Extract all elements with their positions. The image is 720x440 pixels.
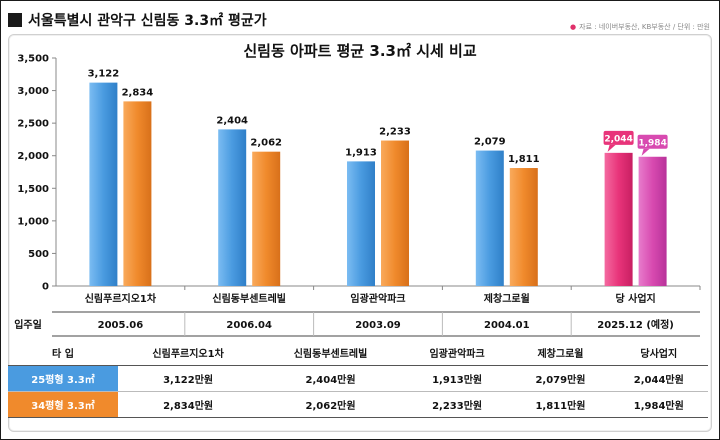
- table-cell: 2,404만원: [258, 365, 403, 392]
- data-label: 2,079: [474, 137, 506, 148]
- data-label-callout: [637, 134, 668, 149]
- table-cell: 1,984만원: [609, 391, 708, 418]
- page-title: 서울특별시 관악구 신림동 3.3㎡ 평균가: [28, 13, 267, 29]
- table-cell: 1,913만원: [402, 365, 512, 392]
- bar: [381, 140, 409, 286]
- callout-pointer: [641, 148, 650, 156]
- column-header: 당사업지: [640, 349, 678, 360]
- move-in-date: 2005.06: [98, 320, 144, 331]
- move-in-date: 2006.04: [226, 320, 272, 331]
- table-cell: 2,062만원: [258, 391, 403, 418]
- bar: [218, 129, 247, 286]
- table-cell: 1,811만원: [511, 391, 610, 418]
- square-icon: [8, 13, 22, 27]
- callout-pointer: [607, 144, 616, 152]
- price-table: 타 입 신림푸르지오1차 신림동부센트레빌 임광관악파크 제창그로윌 당사업지 …: [8, 340, 708, 418]
- type-header: 타 입: [52, 349, 74, 360]
- bar: [509, 168, 538, 286]
- move-in-date: 2003.09: [355, 320, 401, 331]
- y-tick-label: 2,000: [17, 151, 49, 162]
- data-label: 2,834: [122, 87, 154, 98]
- column-header: 신림동부센트레빌: [293, 349, 368, 360]
- x-tick-label: 임광관악파크: [350, 292, 405, 305]
- bar: [475, 150, 504, 286]
- table-cell: 2,044만원: [609, 365, 708, 392]
- row-label-25: 25평형 3.3㎡: [8, 365, 118, 392]
- x-tick-label: 신림푸르지오1차: [85, 292, 157, 305]
- data-label: 2,233: [379, 127, 411, 138]
- column-header: 제창그로윌: [537, 349, 584, 360]
- table-row: 25평형 3.3㎡ 3,122만원 2,404만원 1,913만원 2,079만…: [8, 365, 708, 392]
- data-label: 1,984: [638, 138, 666, 148]
- source-note: ● 자료 : 네이버부동산, KB부동산 / 단위 : 만원: [570, 22, 710, 32]
- data-label: 1,811: [508, 154, 540, 165]
- y-tick-label: 1,000: [17, 216, 49, 227]
- column-header: 임광관악파크: [429, 349, 485, 360]
- y-tick-label: 1,500: [17, 184, 49, 195]
- data-label: 2,404: [216, 115, 248, 126]
- table-cell: 2,079만원: [511, 365, 610, 392]
- data-label: 1,913: [345, 147, 377, 158]
- y-tick-label: 2,500: [17, 119, 49, 130]
- data-label: 2,044: [604, 134, 632, 144]
- data-label-callout: [603, 130, 634, 145]
- table-cell: 2,233만원: [402, 391, 512, 418]
- table-cell: 3,122만원: [118, 365, 259, 392]
- x-tick-label: 신림동부센트레빌: [212, 292, 286, 305]
- bar: [252, 151, 281, 286]
- bar: [89, 82, 118, 287]
- data-label: 3,122: [88, 69, 120, 80]
- y-tick-label: 500: [28, 249, 49, 260]
- x-tick-label: 당 사업지: [615, 292, 655, 305]
- table-row: 34평형 3.3㎡ 2,834만원 2,062만원 2,233만원 1,811만…: [8, 391, 708, 418]
- chart-title: 신림동 아파트 평균 3.3㎡ 시세 비교: [243, 42, 477, 60]
- source-text: 자료 : 네이버부동산, KB부동산 / 단위 : 만원: [579, 23, 710, 31]
- header: 서울특별시 관악구 신림동 3.3㎡ 평균가: [8, 8, 267, 32]
- x-tick-label: 제창그로윌: [484, 292, 530, 305]
- data-label: 2,062: [250, 138, 282, 149]
- table-header-row: 타 입 신림푸르지오1차 신림동부센트레빌 임광관악파크 제창그로윌 당사업지: [8, 340, 708, 366]
- move-in-label: 입주일: [14, 318, 42, 331]
- bar: [638, 156, 667, 286]
- bullet-icon: ●: [570, 23, 577, 31]
- y-tick-label: 3,500: [17, 54, 49, 65]
- move-in-date: 2004.01: [484, 320, 530, 331]
- bar: [347, 161, 375, 286]
- table-cell: 2,834만원: [118, 391, 259, 418]
- y-tick-label: 0: [42, 282, 49, 293]
- bar: [123, 101, 152, 287]
- y-tick-label: 3,000: [17, 86, 49, 97]
- row-label-34: 34평형 3.3㎡: [8, 391, 118, 418]
- column-header: 신림푸르지오1차: [152, 349, 224, 360]
- bar: [604, 152, 633, 286]
- move-in-date: 2025.12 (예정): [597, 318, 674, 331]
